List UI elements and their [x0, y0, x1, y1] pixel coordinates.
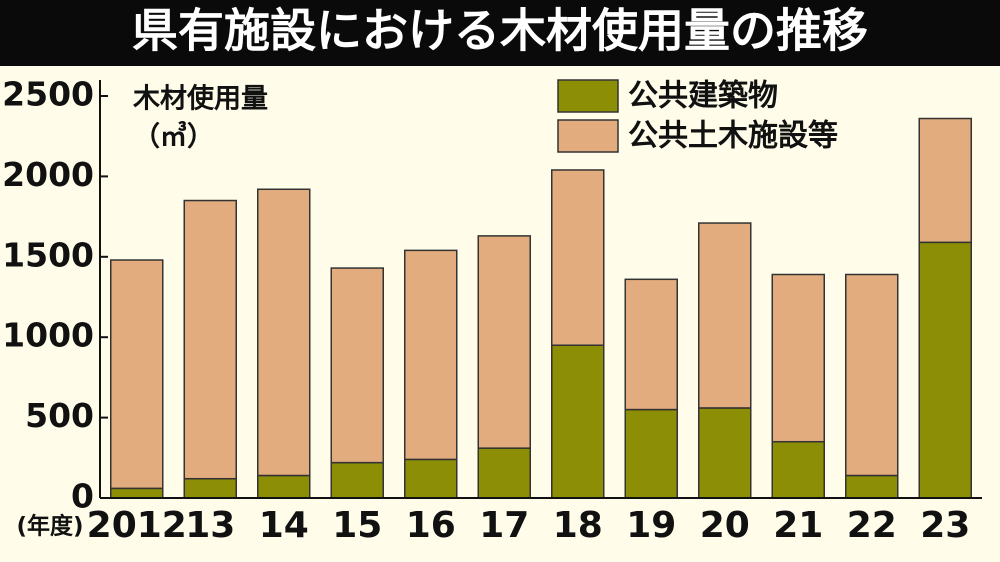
bar-segment: [477, 235, 531, 449]
x-tick-label: 16: [406, 505, 456, 546]
x-tick-label: 22: [847, 505, 897, 546]
bar-segment: [845, 474, 899, 499]
bar-segment: [771, 440, 825, 499]
x-tick-label: 21: [773, 505, 823, 546]
bar-segment: [624, 408, 678, 499]
bar-segment: [257, 474, 311, 499]
legend-swatch: [557, 79, 619, 113]
bar-segment: [330, 461, 384, 499]
bar-segment: [698, 222, 752, 409]
y-tick-label: 2000: [2, 155, 94, 194]
y-tick-label: 0: [71, 477, 94, 516]
y-axis-label: 木材使用量: [132, 84, 268, 115]
legend-label: 公共土木施設等: [628, 119, 838, 154]
y-tick-label: 500: [25, 396, 94, 435]
bar-segment: [404, 458, 458, 499]
bar-segment: [845, 273, 899, 477]
y-axis-unit: （㎥）: [133, 121, 214, 153]
bar-segment: [110, 487, 164, 499]
x-axis-label: (年度): [16, 513, 83, 540]
bar-segment: [551, 344, 605, 499]
y-tick-label: 1500: [2, 235, 94, 274]
title-bar: [0, 0, 1000, 66]
x-tick-label: 19: [626, 505, 676, 546]
x-tick-label: 15: [332, 505, 382, 546]
bar-segment: [110, 259, 164, 490]
bar-segment: [330, 267, 384, 464]
bar-segment: [918, 241, 972, 499]
chart-title: 県有施設における木材使用量の推移: [132, 4, 868, 58]
x-tick-label: 14: [259, 505, 309, 546]
legend-swatch: [557, 119, 619, 153]
x-tick-label: 13: [185, 505, 235, 546]
bar-segment: [551, 169, 605, 346]
bar-segment: [918, 117, 972, 244]
bar-segment: [257, 188, 311, 477]
x-tick-label: 18: [553, 505, 603, 546]
bar-segment: [404, 249, 458, 461]
bar-segment: [183, 477, 237, 499]
bar-segment: [183, 199, 237, 480]
x-tick-label: 2012: [87, 505, 187, 546]
legend-label: 公共建築物: [628, 79, 778, 114]
bar-segment: [698, 407, 752, 499]
y-tick-label: 2500: [2, 75, 94, 114]
x-tick-label: 17: [479, 505, 529, 546]
bar-segment: [477, 447, 531, 499]
bar-segment: [771, 273, 825, 443]
x-tick-label: 23: [920, 505, 970, 546]
bar-segment: [624, 278, 678, 411]
x-tick-label: 20: [700, 505, 750, 546]
y-tick-label: 1000: [2, 316, 94, 355]
